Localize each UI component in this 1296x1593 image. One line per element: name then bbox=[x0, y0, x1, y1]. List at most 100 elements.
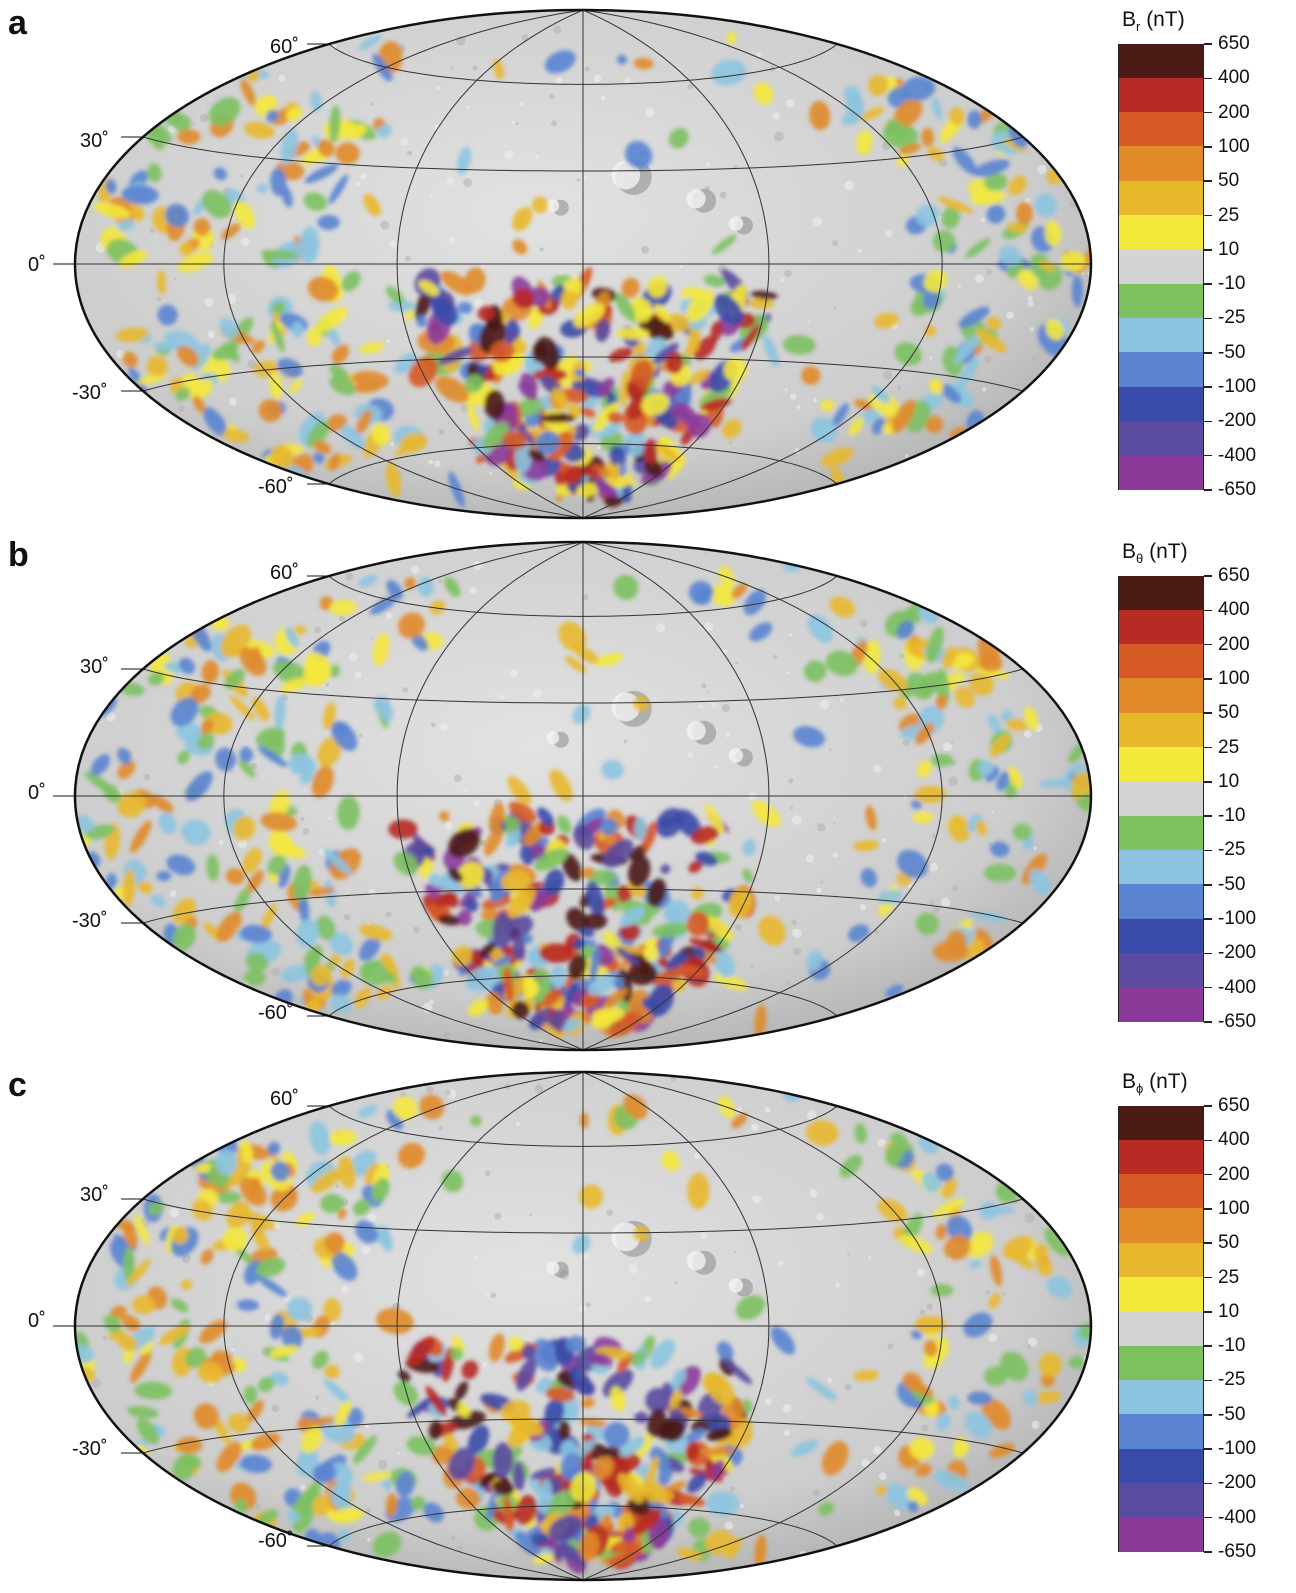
anomaly-blob bbox=[234, 1498, 248, 1515]
anomaly-blob bbox=[669, 408, 692, 421]
anomaly-blob bbox=[754, 1534, 767, 1569]
anomaly-blob bbox=[176, 1436, 203, 1454]
relief-speck bbox=[500, 694, 505, 699]
relief-speck bbox=[817, 823, 826, 832]
relief-speck bbox=[109, 547, 113, 550]
anomaly-blob bbox=[854, 1123, 867, 1144]
relief-speck bbox=[881, 838, 887, 843]
colorbar-tick bbox=[1204, 746, 1212, 749]
relief-speck bbox=[942, 742, 953, 752]
anomaly-blob bbox=[127, 1405, 159, 1419]
anomaly-blob bbox=[284, 626, 299, 648]
relief-speck bbox=[881, 141, 891, 151]
anomaly-blob bbox=[328, 453, 341, 472]
relief-speck bbox=[340, 544, 347, 551]
anomaly-blob bbox=[529, 948, 548, 967]
relief-speck bbox=[445, 1089, 452, 1096]
relief-speck bbox=[809, 1545, 817, 1553]
anomaly-blob bbox=[829, 596, 856, 618]
anomaly-blob bbox=[372, 1531, 402, 1558]
anomaly-blob bbox=[126, 1258, 151, 1287]
colorbar-swatch bbox=[1119, 918, 1203, 954]
anomaly-blob bbox=[251, 340, 265, 354]
colorbar-tick bbox=[1204, 1173, 1212, 1176]
anomaly-blob bbox=[549, 769, 573, 802]
relief-speck bbox=[1024, 1213, 1035, 1223]
anomaly-blob bbox=[287, 1510, 300, 1523]
anomaly-blob bbox=[726, 1537, 742, 1560]
relief-speck bbox=[1032, 356, 1036, 361]
anomaly-blob bbox=[660, 864, 671, 875]
relief-speck bbox=[521, 34, 529, 42]
anomaly-blob bbox=[275, 842, 307, 859]
anomaly-blob bbox=[312, 452, 325, 464]
relief-speck bbox=[472, 65, 478, 72]
anomaly-blob bbox=[921, 127, 934, 147]
anomaly-blob bbox=[281, 1325, 303, 1351]
anomaly-blob bbox=[602, 1368, 634, 1398]
anomaly-blob bbox=[906, 672, 934, 700]
relief-speck bbox=[820, 12, 829, 20]
relief-speck bbox=[113, 576, 121, 584]
anomaly-blob bbox=[531, 1532, 549, 1546]
relief-speck bbox=[793, 947, 802, 956]
relief-speck bbox=[847, 1253, 850, 1256]
relief-speck bbox=[877, 1139, 886, 1147]
relief-speck bbox=[929, 355, 933, 359]
relief-speck bbox=[120, 1568, 129, 1577]
relief-speck bbox=[448, 237, 456, 244]
relief-speck bbox=[366, 1213, 376, 1223]
anomaly-blob bbox=[202, 406, 228, 437]
relief-speck bbox=[791, 815, 802, 825]
anomaly-blob bbox=[807, 614, 834, 643]
anomaly-blob bbox=[177, 129, 201, 145]
anomaly-blob bbox=[363, 193, 381, 217]
colorbar-tick bbox=[1204, 454, 1212, 457]
relief-speck bbox=[885, 230, 893, 238]
anomaly-blob bbox=[625, 430, 646, 445]
anomaly-blob bbox=[969, 673, 995, 696]
colorbar-tick-label: 200 bbox=[1218, 633, 1250, 655]
colorbar-swatch bbox=[1119, 747, 1203, 782]
anomaly-blob bbox=[695, 851, 718, 866]
anomaly-blob bbox=[853, 840, 880, 852]
relief-speck bbox=[349, 1554, 355, 1559]
relief-speck bbox=[226, 504, 236, 514]
anomaly-blob bbox=[492, 1480, 515, 1496]
anomaly-blob bbox=[975, 820, 987, 836]
relief-speck bbox=[106, 990, 117, 1000]
relief-speck bbox=[300, 817, 305, 822]
anomaly-blob bbox=[528, 888, 552, 912]
relief-speck bbox=[400, 138, 409, 146]
anomaly-blob bbox=[288, 753, 311, 775]
anomaly-blob bbox=[248, 646, 261, 667]
anomaly-blob bbox=[569, 1365, 593, 1396]
anomaly-blob bbox=[488, 803, 505, 832]
anomaly-blob bbox=[433, 891, 458, 907]
relief-speck bbox=[326, 1099, 330, 1104]
anomaly-blob bbox=[252, 1226, 270, 1252]
anomaly-blob bbox=[258, 399, 283, 423]
anomaly-blob bbox=[831, 403, 849, 429]
relief-speck bbox=[343, 913, 351, 921]
relief-speck bbox=[466, 105, 470, 109]
relief-speck bbox=[150, 457, 160, 467]
colorbar-legend: Bϕ (nT) 650 400 200 100 50 25 10 -10 -25 -50 -100 -… bbox=[1108, 1062, 1288, 1590]
anomaly-blob bbox=[627, 855, 651, 888]
relief-speck bbox=[1056, 36, 1065, 46]
anomaly-blob bbox=[1029, 868, 1052, 896]
relief-speck bbox=[244, 49, 249, 54]
anomaly-blob bbox=[376, 985, 393, 1000]
relief-speck bbox=[832, 240, 839, 247]
anomaly-blob bbox=[555, 485, 571, 497]
relief-speck bbox=[767, 289, 772, 293]
anomaly-blob bbox=[329, 1129, 357, 1146]
anomaly-blob bbox=[692, 947, 707, 959]
anomaly-blob bbox=[898, 143, 922, 155]
relief-speck bbox=[1031, 120, 1041, 131]
relief-speck bbox=[948, 776, 958, 787]
anomaly-blob bbox=[662, 1382, 674, 1401]
relief-speck bbox=[784, 1079, 788, 1083]
anomaly-blob bbox=[492, 1442, 514, 1478]
anomaly-blob bbox=[595, 318, 611, 342]
